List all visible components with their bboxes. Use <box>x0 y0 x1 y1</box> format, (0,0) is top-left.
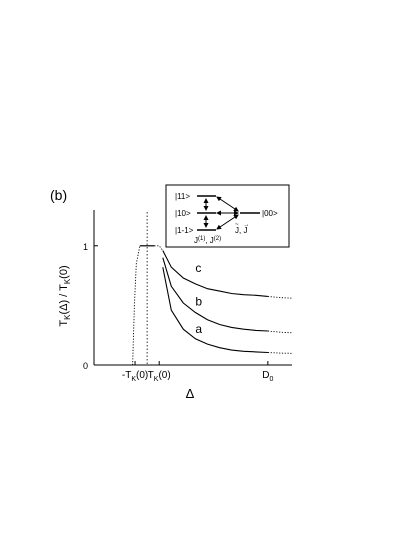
inset-label-11: |11> <box>175 192 190 201</box>
y-axis-label: TK(Δ) / TK(0) <box>58 265 72 326</box>
y-tick-label: 0 <box>83 361 88 371</box>
axes <box>93 210 292 366</box>
chart-marks: c ba <box>132 212 293 366</box>
x-axis-label: Δ <box>186 386 195 401</box>
series-b-line <box>162 257 268 332</box>
series-a-label: a <box>195 322 202 336</box>
series-a-dotted <box>267 352 293 354</box>
ticks: 0 1 -TK(0) TK(0) D0 <box>83 242 274 383</box>
inset-coupling-right-accents: ~ → <box>235 222 250 228</box>
series-a-line <box>162 267 268 354</box>
inset-coupling-left: J(1), J(2) <box>194 236 221 245</box>
inset-diagram: |11> |10> |1-1> |00> J(1), J(2) J, J ~ → <box>165 184 290 248</box>
series-c-dotted <box>267 295 293 299</box>
series-b-dotted <box>267 330 293 334</box>
left-dotted-line <box>132 245 141 366</box>
inset-label-00: |00> <box>262 209 278 218</box>
inset-label-1-1: |1-1> <box>175 226 194 235</box>
series-b-label: b <box>195 294 202 308</box>
x-tick-label: TK(0) <box>148 370 171 383</box>
inset-coupling-right: J, J <box>235 226 247 235</box>
x-tick-label: -TK(0) <box>122 370 148 383</box>
coupling-arrow-bottom <box>216 214 239 230</box>
y-tick-label: 1 <box>83 242 88 252</box>
panel-label: (b) <box>50 187 67 203</box>
inset-label-10: |10> <box>175 209 191 218</box>
x-tick-label: D0 <box>262 370 273 383</box>
top-dotted-line <box>154 245 164 251</box>
coupling-arrow-top <box>216 196 239 212</box>
series-c-label: c <box>195 261 201 275</box>
series-c-line <box>162 250 268 297</box>
